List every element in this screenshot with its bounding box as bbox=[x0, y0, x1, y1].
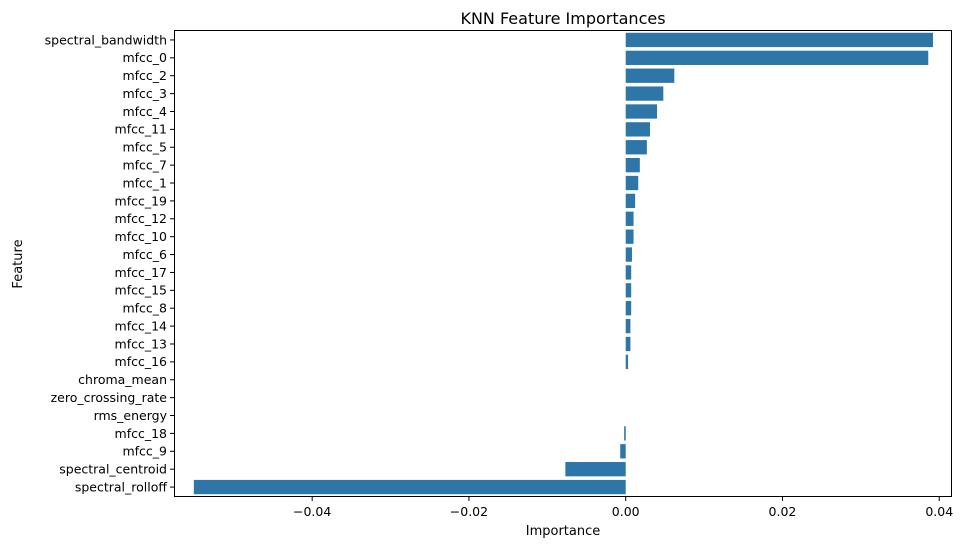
bar-mfcc_5 bbox=[625, 140, 647, 155]
y-tick-label-mfcc_19: mfcc_19 bbox=[115, 193, 168, 208]
y-tick-label-mfcc_15: mfcc_15 bbox=[115, 283, 167, 298]
y-tick-label-mfcc_13: mfcc_13 bbox=[115, 336, 167, 351]
y-axis-ticks: spectral_bandwidth mfcc_0 mfcc_2 mfcc_3mfcc… bbox=[45, 32, 175, 494]
bar-mfcc_17 bbox=[625, 265, 632, 280]
y-tick-label-mfcc_4: mfcc_4 bbox=[122, 104, 167, 119]
y-tick-label-mfcc_17: mfcc_17 bbox=[115, 265, 167, 280]
bars-group bbox=[193, 32, 933, 495]
y-tick-label-mfcc_18: mfcc_18 bbox=[115, 426, 168, 441]
bar-mfcc_7 bbox=[625, 157, 640, 173]
y-tick-label-mfcc_16: mfcc_16 bbox=[115, 354, 168, 369]
bar-mfcc_19 bbox=[625, 193, 636, 209]
bar-mfcc_11 bbox=[625, 122, 651, 137]
bar-spectral_bandwidth bbox=[625, 32, 933, 48]
bar-mfcc_18 bbox=[624, 426, 626, 441]
y-tick-label-mfcc_1: mfcc_1 bbox=[122, 175, 167, 190]
bar-mfcc_12 bbox=[625, 211, 634, 226]
y-tick-label-mfcc_9: mfcc_9 bbox=[122, 444, 167, 459]
y-axis-label: Feature bbox=[11, 239, 26, 288]
bar-mfcc_13 bbox=[625, 336, 631, 352]
x-tick-label: −0.02 bbox=[450, 504, 488, 519]
bar-mfcc_3 bbox=[625, 86, 664, 101]
x-tick-label: 0.02 bbox=[769, 504, 797, 519]
bar-mfcc_6 bbox=[625, 247, 632, 262]
y-tick-label-mfcc_10: mfcc_10 bbox=[115, 229, 168, 244]
x-tick-label: −0.04 bbox=[293, 504, 331, 519]
bar-spectral_centroid bbox=[565, 462, 626, 477]
x-tick-label: 0.00 bbox=[612, 504, 640, 519]
y-tick-label-mfcc_5: mfcc_5 bbox=[122, 140, 167, 155]
bar-mfcc_4 bbox=[625, 104, 658, 119]
bar-mfcc_1 bbox=[625, 175, 639, 191]
bar-mfcc_8 bbox=[625, 301, 632, 316]
bar-mfcc_16 bbox=[625, 354, 629, 370]
chart-title: KNN Feature Importances bbox=[460, 9, 665, 28]
bar-mfcc_15 bbox=[625, 283, 632, 298]
x-tick-label: 0.04 bbox=[925, 504, 953, 519]
y-tick-label-zero_crossing_rate: zero_crossing_rate bbox=[51, 390, 168, 405]
y-tick-label-spectral_centroid: spectral_centroid bbox=[59, 462, 167, 477]
y-tick-label-chroma_mean: chroma_mean bbox=[78, 372, 167, 387]
x-axis-label: Importance bbox=[526, 524, 601, 539]
bar-mfcc_10 bbox=[625, 229, 634, 244]
y-tick-label-mfcc_0: mfcc_0 bbox=[122, 50, 167, 65]
y-tick-label-mfcc_12: mfcc_12 bbox=[115, 211, 167, 226]
bar-mfcc_9 bbox=[620, 444, 626, 459]
bar-spectral_rolloff bbox=[193, 479, 626, 495]
x-axis-ticks: −0.04 −0.02 0.00 0.02 0.04 bbox=[293, 496, 953, 519]
bar-mfcc_2 bbox=[625, 68, 675, 83]
plot-frame bbox=[174, 30, 952, 497]
y-tick-label-mfcc_8: mfcc_8 bbox=[122, 301, 167, 316]
y-tick-label-mfcc_14: mfcc_14 bbox=[115, 318, 168, 333]
y-tick-label-mfcc_2: mfcc_2 bbox=[122, 68, 167, 83]
bar-mfcc_0 bbox=[625, 50, 929, 65]
y-tick-label-spectral_rolloff: spectral_rolloff bbox=[75, 479, 168, 494]
y-tick-label-mfcc_3: mfcc_3 bbox=[122, 86, 167, 101]
y-tick-label-mfcc_7: mfcc_7 bbox=[122, 158, 167, 173]
y-tick-label-rms_energy: rms_energy bbox=[94, 408, 168, 423]
y-tick-label-mfcc_6: mfcc_6 bbox=[122, 247, 167, 262]
y-tick-label-spectral_bandwidth: spectral_bandwidth bbox=[45, 32, 167, 47]
y-tick-label-mfcc_11: mfcc_11 bbox=[115, 122, 167, 137]
bar-mfcc_14 bbox=[625, 318, 631, 334]
